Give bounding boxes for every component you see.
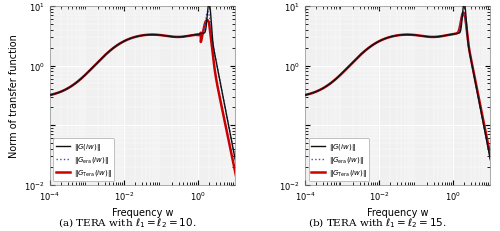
Text: (b) TERA with $\ell_1 = \ell_2 = 15$.: (b) TERA with $\ell_1 = \ell_2 = 15$. [308, 215, 447, 229]
Legend: $\|G(iw)\|$, $\|G_{\mathrm{era}}(iw)\|$, $\|G_{\mathrm{Tera}}(iw)\|$: $\|G(iw)\|$, $\|G_{\mathrm{era}}(iw)\|$,… [54, 139, 114, 181]
Text: (a) TERA with $\ell_1 = \ell_2 = 10$.: (a) TERA with $\ell_1 = \ell_2 = 10$. [58, 215, 196, 229]
X-axis label: Frequency w: Frequency w [112, 207, 173, 217]
Y-axis label: Norm of transfer function: Norm of transfer function [9, 34, 19, 158]
X-axis label: Frequency w: Frequency w [367, 207, 428, 217]
Legend: $\|G(iw)\|$, $\|G_{\mathrm{era}}(iw)\|$, $\|G_{\mathrm{Tera}}(iw)\|$: $\|G(iw)\|$, $\|G_{\mathrm{era}}(iw)\|$,… [308, 139, 370, 181]
